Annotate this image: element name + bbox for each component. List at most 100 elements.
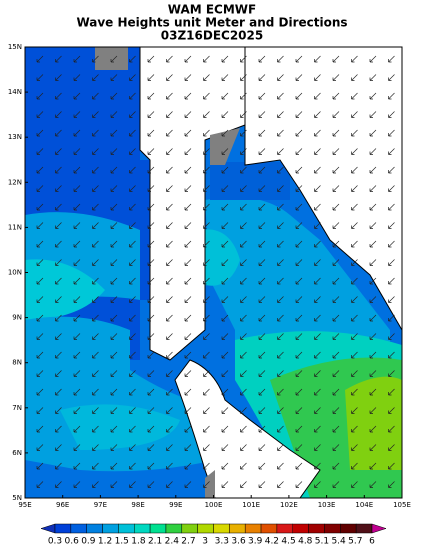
arrow [203,388,210,396]
arrow [36,166,44,174]
arrow [129,185,136,192]
arrow [277,148,284,155]
arrow [184,314,192,322]
arrow [332,240,340,248]
arrow [92,148,99,155]
arrow [369,129,377,137]
lat-label: 7N [12,404,22,412]
colorbar-label: 0.6 [65,537,80,547]
colorbar-label: 1.2 [98,537,112,547]
arrow [351,277,358,285]
arrow [295,407,303,414]
arrow [110,370,118,377]
arrow [73,259,81,266]
arrow [258,55,266,63]
arrow [92,296,99,303]
arrow [166,351,173,359]
arrow [166,222,173,229]
colorbar-end [371,523,387,534]
arrow [351,185,358,192]
arrow [314,129,321,137]
arrow [129,203,136,211]
arrow [55,351,62,359]
arrow [277,444,284,451]
arrow [166,129,173,137]
arrow [277,92,284,100]
arrow [92,222,99,229]
arrow [221,166,229,174]
arrow [92,111,99,118]
arrow [36,351,44,359]
arrow [92,481,99,488]
arrow [221,203,229,211]
arrow [110,240,118,248]
arrow [129,481,136,488]
arrow [332,222,340,229]
arrow [166,203,173,211]
arrow [332,296,340,303]
arrow [388,296,395,303]
arrow [369,444,377,451]
arrow [203,333,210,340]
arrow [277,277,284,285]
arrow [369,462,377,470]
arrow [369,370,377,377]
colorbar-swatch [197,523,214,534]
arrow [110,462,118,470]
arrow [258,129,266,137]
arrow [36,74,44,81]
arrow [129,166,136,174]
arrow [388,148,395,155]
arrow [295,462,303,470]
arrow [203,92,210,100]
arrow [184,388,192,396]
arrow [110,111,118,118]
arrow [351,351,358,359]
arrow [221,296,229,303]
arrow [147,351,155,359]
arrow [73,203,81,211]
arrow [369,74,377,81]
arrow [36,259,44,266]
arrow [110,481,118,488]
arrow [129,351,136,359]
arrow [388,388,395,396]
arrow [332,425,340,433]
arrow [332,388,340,396]
arrow [184,203,192,211]
arrow [166,296,173,303]
arrow [221,407,229,414]
arrow [332,259,340,266]
colorbar-label: 1.8 [131,537,146,547]
arrow [277,314,284,322]
arrow [55,481,62,488]
arrow [295,222,303,229]
arrow [277,185,284,192]
colorbar-swatch [181,523,198,534]
arrow [184,425,192,433]
arrow [295,444,303,451]
colorbar-swatch [165,523,183,534]
arrow [73,185,81,192]
arrow [221,462,229,470]
arrow [240,333,247,340]
arrow [295,55,303,63]
arrow [240,296,247,303]
arrow [240,351,247,359]
arrow [184,481,192,488]
arrow [203,314,210,322]
arrow [295,92,303,100]
arrow [203,296,210,303]
arrow [388,462,395,470]
arrow [203,481,210,488]
arrow [55,388,62,396]
arrow [277,240,284,248]
arrow [314,55,321,63]
arrow [277,388,284,396]
arrow [147,370,155,377]
colorbar-label: 3.6 [231,537,246,547]
arrow [110,407,118,414]
arrow [184,370,192,377]
arrow [332,92,340,100]
arrow [332,185,340,192]
